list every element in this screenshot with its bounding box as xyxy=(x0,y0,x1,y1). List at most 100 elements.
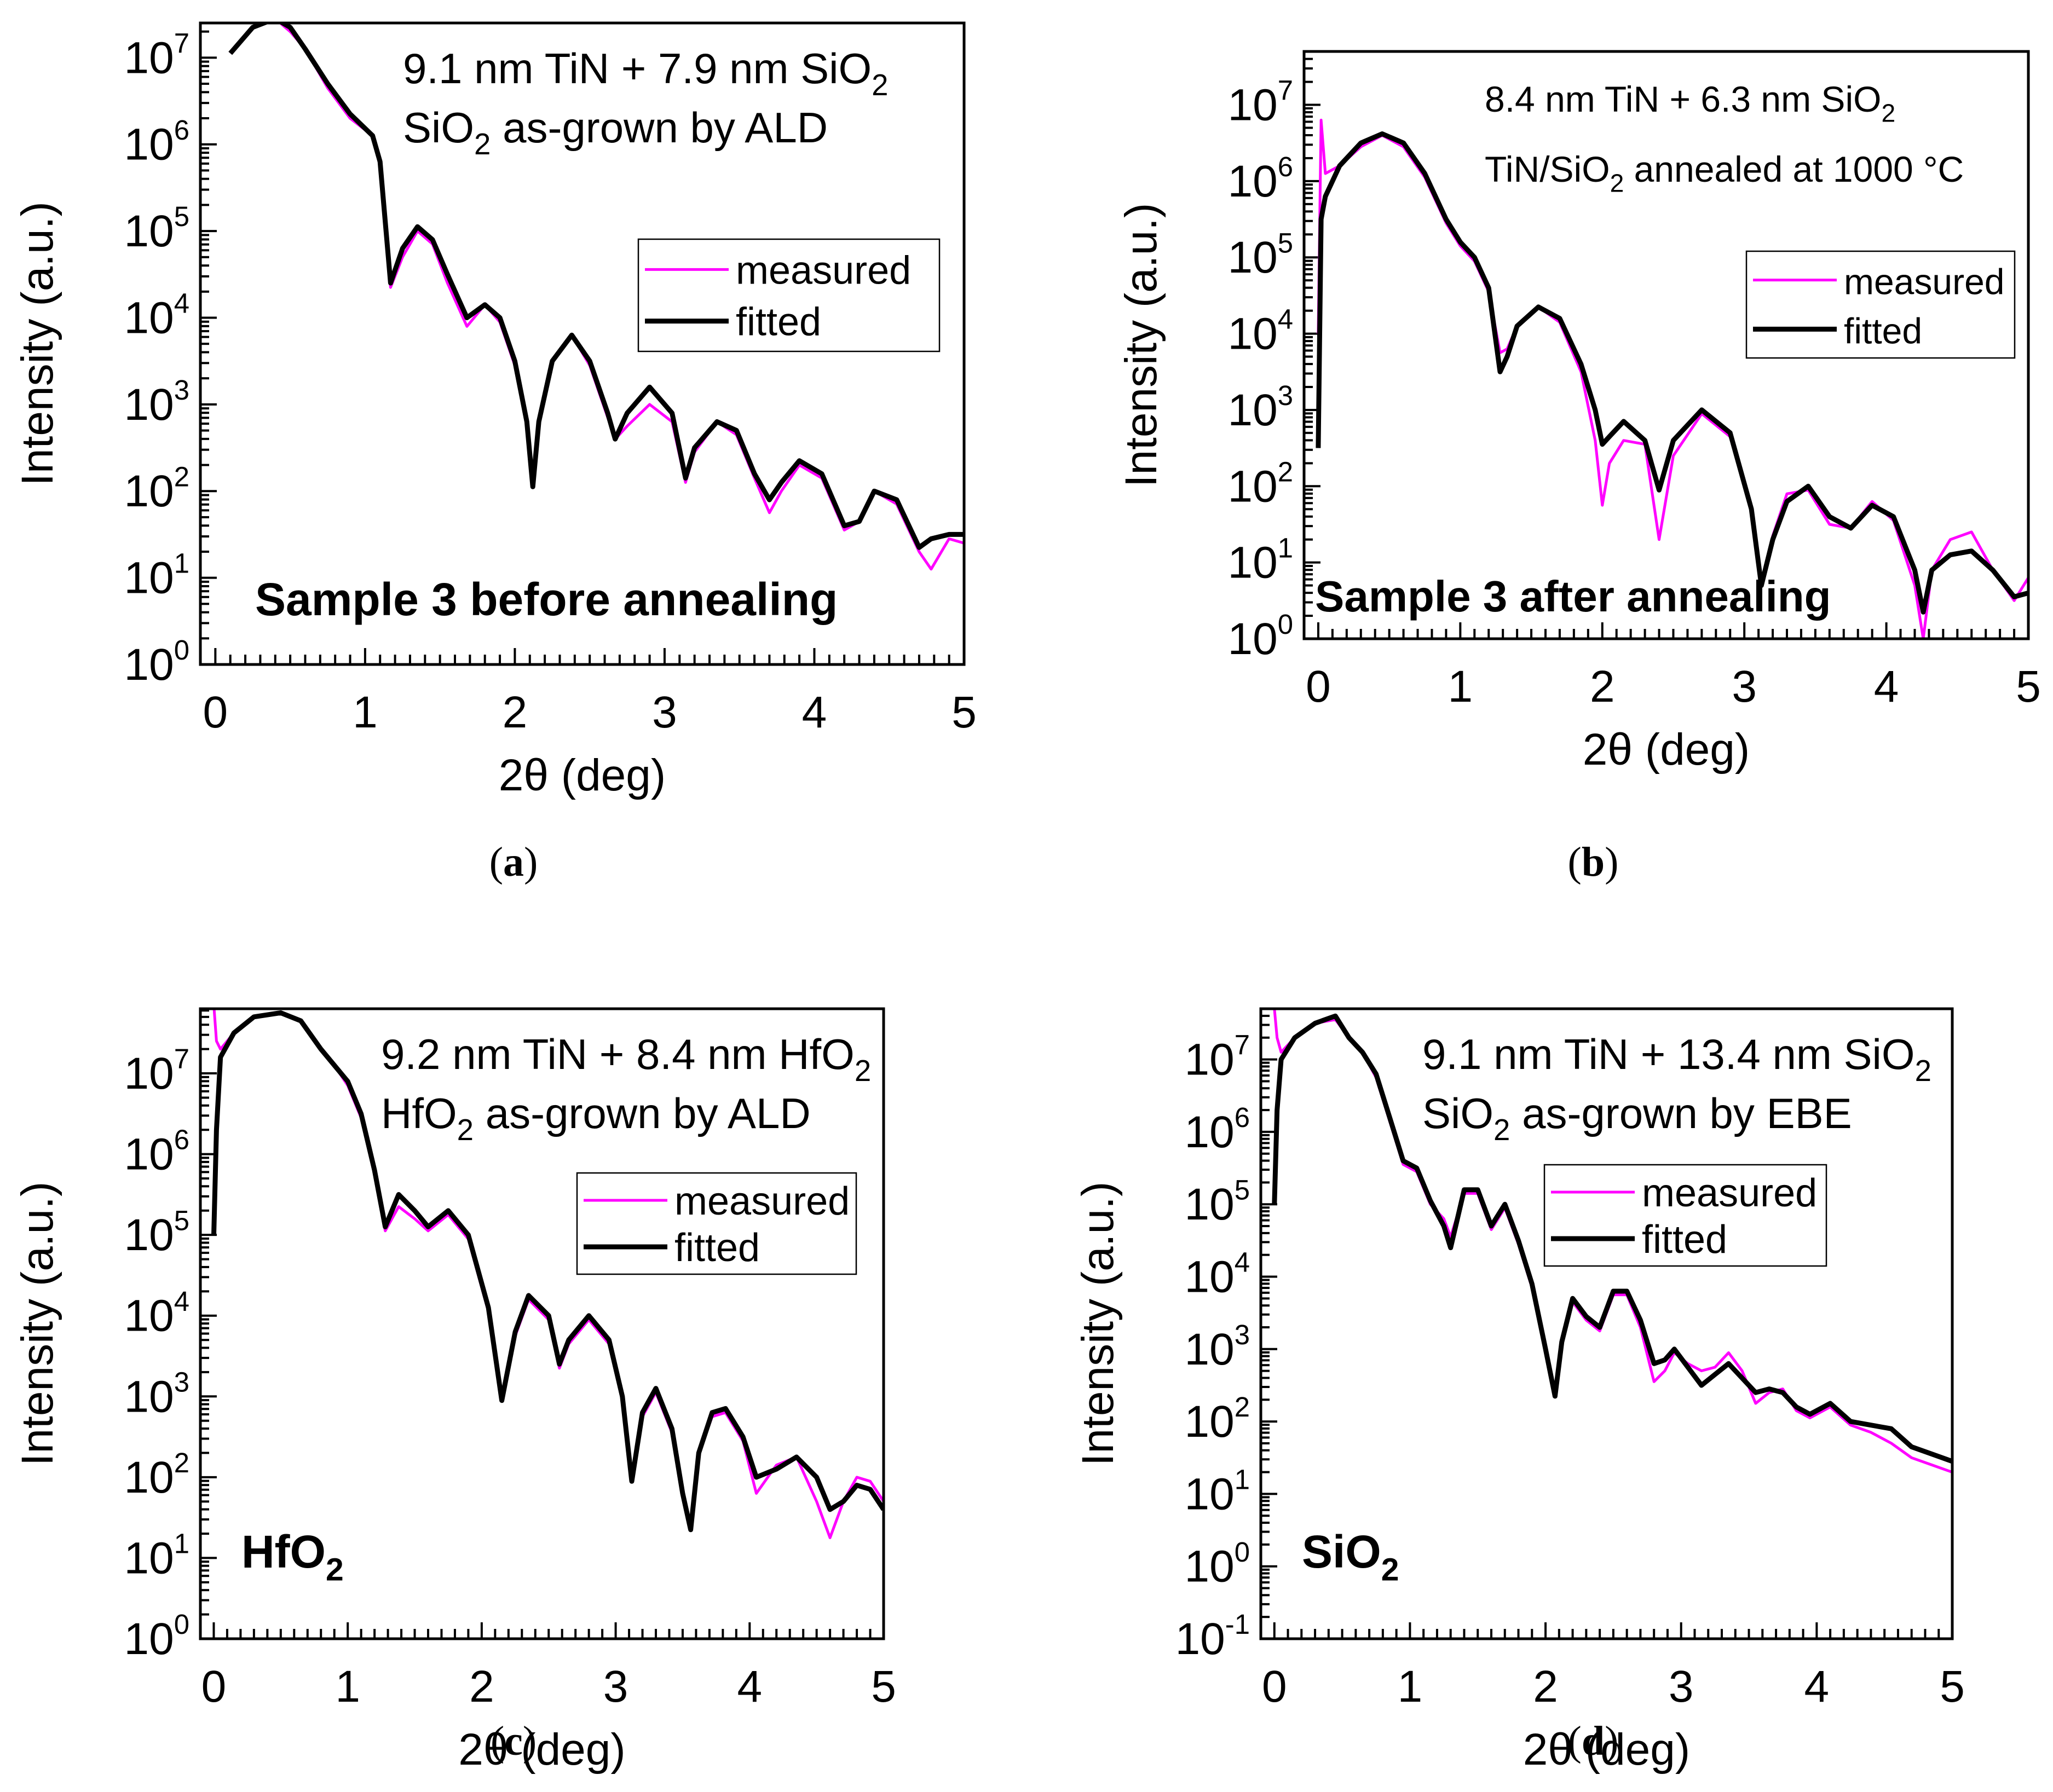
x-axis-ticks xyxy=(214,648,965,664)
x-axis-ticks xyxy=(1273,1622,1953,1639)
y-axis-label: Intensity (a.u.) xyxy=(13,1182,62,1466)
x-axis-label: 2θ (deg) xyxy=(1583,725,1750,774)
x-tick-label: 4 xyxy=(802,687,827,737)
plot-frame xyxy=(199,21,966,666)
y-tick-label: 105 xyxy=(1185,1174,1250,1229)
y-tick-label: 106 xyxy=(1228,151,1294,206)
y-tick-label: 103 xyxy=(124,374,190,430)
annotation-line: SiO2 as-grown by EBE xyxy=(1422,1089,1852,1147)
y-tick-label: 102 xyxy=(124,1447,190,1502)
annotation-line: 8.4 nm TiN + 6.3 nm SiO2 xyxy=(1485,79,1895,127)
annotation-line: 9.1 nm TiN + 13.4 nm SiO2 xyxy=(1422,1030,1931,1088)
legend-label-measured: measured xyxy=(1844,262,2005,302)
y-tick-label: 104 xyxy=(1228,304,1294,359)
series-group xyxy=(211,1009,884,1539)
caption-label: (c) xyxy=(491,1718,537,1764)
x-tick-label: 5 xyxy=(951,687,977,737)
x-axis-label: 2θ (deg) xyxy=(458,1725,625,1774)
x-tick-label: 2 xyxy=(1590,662,1615,712)
x-tick-label: 4 xyxy=(1874,662,1899,712)
panel-d: 0 1 2 3 4 5 10-1 100 101 102 103 104 105 106 107 2θ (de… xyxy=(1073,1007,1965,1774)
caption-label: (a) xyxy=(489,839,538,885)
sample-label: HfO2 xyxy=(241,1526,344,1588)
y-tick-label: 106 xyxy=(124,1124,190,1180)
x-tick-label: 3 xyxy=(603,1662,628,1712)
y-tick-label: 104 xyxy=(1185,1247,1250,1302)
legend-label-measured: measured xyxy=(674,1180,850,1223)
x-axis-label: 2θ (deg) xyxy=(1523,1725,1690,1774)
legend-label-measured: measured xyxy=(1642,1171,1817,1215)
y-tick-label: 100 xyxy=(124,634,190,690)
y-tick-label: 107 xyxy=(124,1043,190,1099)
plot-frame xyxy=(1259,1007,1954,1640)
y-axis-ticks xyxy=(200,1009,217,1640)
x-tick-label: 3 xyxy=(1732,662,1757,712)
x-tick-label: 4 xyxy=(1804,1662,1830,1712)
y-tick-label: 104 xyxy=(124,1286,190,1341)
series-line-measured xyxy=(1317,118,2028,639)
annotation-line: HfO2 as-grown by ALD xyxy=(381,1089,811,1147)
x-tick-label: 2 xyxy=(503,687,528,737)
legend: measured fitted xyxy=(1745,250,2016,359)
panel-c: 0 1 2 3 4 5 100 101 102 103 104 105 106 107 2θ (deg) In… xyxy=(13,1007,896,1774)
series-group xyxy=(228,23,964,571)
y-tick-label: 101 xyxy=(1228,533,1294,588)
x-tick-label: 0 xyxy=(203,687,228,737)
legend-label-fitted: fitted xyxy=(1642,1218,1727,1262)
series-line-fitted xyxy=(228,23,964,550)
series-group xyxy=(1272,1009,1952,1474)
plot-frame xyxy=(199,1007,885,1640)
y-tick-label: 101 xyxy=(124,1528,190,1583)
x-tick-label: 1 xyxy=(353,687,378,737)
x-axis-ticks xyxy=(212,1622,885,1639)
annotation-line: SiO2 as-grown by ALD xyxy=(403,103,828,161)
y-tick-label: 104 xyxy=(124,288,190,343)
annotation-line: TiN/SiO2 annealed at 1000 °C xyxy=(1485,149,1964,197)
legend-box xyxy=(576,1172,857,1275)
y-tick-label: 105 xyxy=(124,1205,190,1260)
y-axis-ticks xyxy=(200,30,217,666)
legend-label-measured: measured xyxy=(736,248,911,292)
y-axis-label: Intensity (a.u.) xyxy=(13,201,62,486)
y-tick-label: 100 xyxy=(1185,1536,1250,1592)
y-tick-label: 103 xyxy=(124,1366,190,1421)
series-group xyxy=(1316,118,2028,639)
x-tick-label: 3 xyxy=(652,687,677,737)
legend-box xyxy=(1745,250,2016,359)
x-tick-label: 4 xyxy=(737,1662,762,1712)
annotation-line: 9.1 nm TiN + 7.9 nm SiO2 xyxy=(403,44,889,102)
legend-label-fitted: fitted xyxy=(674,1226,760,1270)
sample-label: SiO2 xyxy=(1302,1526,1399,1588)
x-axis-label: 2θ (deg) xyxy=(499,750,666,800)
y-tick-label: 10-1 xyxy=(1175,1609,1250,1664)
y-tick-label: 102 xyxy=(124,461,190,516)
legend: measured fitted xyxy=(637,238,941,352)
caption-label: (d) xyxy=(1568,1718,1619,1764)
y-tick-label: 106 xyxy=(124,114,190,170)
series-line-fitted xyxy=(211,1010,884,1533)
y-axis-label: Intensity (a.u.) xyxy=(1116,203,1166,488)
y-tick-label: 106 xyxy=(1185,1102,1250,1157)
x-tick-label: 0 xyxy=(1306,662,1331,712)
x-axis-ticks xyxy=(1317,622,2029,639)
y-tick-label: 105 xyxy=(1228,227,1294,282)
y-tick-label: 107 xyxy=(1185,1030,1250,1085)
y-axis-label: Intensity (a.u.) xyxy=(1073,1182,1123,1466)
legend-label-fitted: fitted xyxy=(736,300,821,344)
y-tick-label: 103 xyxy=(1185,1319,1250,1374)
x-tick-label: 3 xyxy=(1669,1662,1694,1712)
caption-label: (b) xyxy=(1568,839,1619,885)
x-tick-label: 5 xyxy=(1940,1662,1965,1712)
x-tick-label: 0 xyxy=(201,1662,227,1712)
series-line-fitted xyxy=(1316,131,2028,615)
x-tick-label: 1 xyxy=(335,1662,360,1712)
y-axis-ticks xyxy=(1261,1008,1277,1640)
y-tick-label: 101 xyxy=(1185,1464,1250,1519)
plot-frame xyxy=(1302,50,2030,640)
legend-label-fitted: fitted xyxy=(1844,310,1922,351)
y-tick-label: 107 xyxy=(124,27,190,83)
sample-label: Sample 3 after annealing xyxy=(1315,572,1831,621)
y-tick-label: 105 xyxy=(124,201,190,256)
